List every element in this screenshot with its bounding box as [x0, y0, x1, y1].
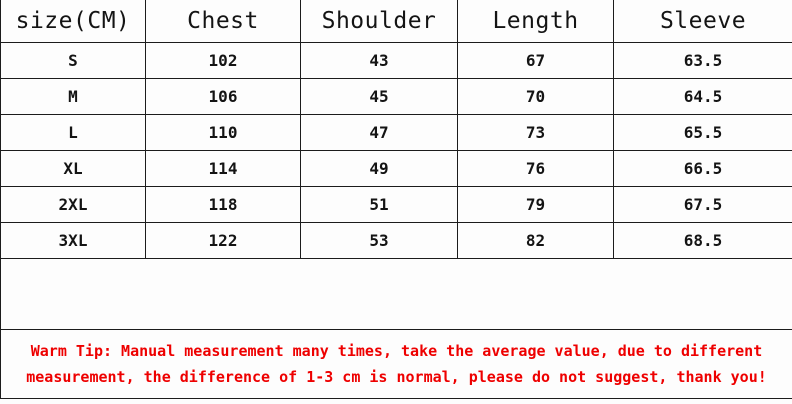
sleeve-cell: 64.5	[613, 77, 792, 115]
table-row-m: M 106 45 70 64.5	[0, 77, 792, 115]
shoulder-cell: 51	[300, 185, 458, 223]
sleeve-cell: 66.5	[613, 149, 792, 187]
table-row-l: L 110 47 73 65.5	[0, 113, 792, 151]
length-cell: 76	[457, 149, 614, 187]
warning-cell: Warm Tip: Manual measurement many times,…	[0, 328, 792, 399]
length-cell: 82	[457, 221, 614, 259]
size-cell: 2XL	[0, 185, 146, 223]
length-cell: 79	[457, 185, 614, 223]
size-cell: 3XL	[0, 221, 146, 259]
shoulder-cell: 49	[300, 149, 458, 187]
chest-cell: 110	[145, 113, 301, 151]
table-row-2xl: 2XL 118 51 79 67.5	[0, 185, 792, 223]
chest-cell: 122	[145, 221, 301, 259]
length-cell: 67	[457, 41, 614, 79]
sleeve-cell: 67.5	[613, 185, 792, 223]
warning-row: Warm Tip: Manual measurement many times,…	[0, 328, 792, 399]
chest-cell: 106	[145, 77, 301, 115]
table-row-xl: XL 114 49 76 66.5	[0, 149, 792, 187]
table-row-s: S 102 43 67 63.5	[0, 41, 792, 79]
warning-text-line2: measurement, the difference of 1-3 cm is…	[26, 367, 767, 386]
sleeve-cell: 63.5	[613, 41, 792, 79]
column-header-size: size(CM)	[0, 0, 146, 43]
shoulder-cell: 45	[300, 77, 458, 115]
shoulder-cell: 43	[300, 41, 458, 79]
size-cell: S	[0, 41, 146, 79]
table-row-3xl: 3XL 122 53 82 68.5	[0, 221, 792, 259]
empty-spacer-row	[0, 257, 792, 330]
sleeve-cell: 65.5	[613, 113, 792, 151]
column-header-chest: Chest	[145, 0, 301, 43]
column-header-sleeve: Sleeve	[613, 0, 792, 43]
column-header-length: Length	[457, 0, 614, 43]
shoulder-cell: 47	[300, 113, 458, 151]
empty-cell	[0, 257, 792, 330]
column-header-shoulder: Shoulder	[300, 0, 458, 43]
size-cell: XL	[0, 149, 146, 187]
chest-cell: 114	[145, 149, 301, 187]
chest-cell: 118	[145, 185, 301, 223]
length-cell: 70	[457, 77, 614, 115]
chest-cell: 102	[145, 41, 301, 79]
shoulder-cell: 53	[300, 221, 458, 259]
header-row: size(CM) Chest Shoulder Length Sleeve	[0, 0, 792, 43]
size-cell: L	[0, 113, 146, 151]
sleeve-cell: 68.5	[613, 221, 792, 259]
length-cell: 73	[457, 113, 614, 151]
size-cell: M	[0, 77, 146, 115]
warning-text-line1: Warm Tip: Manual measurement many times,…	[30, 341, 763, 360]
